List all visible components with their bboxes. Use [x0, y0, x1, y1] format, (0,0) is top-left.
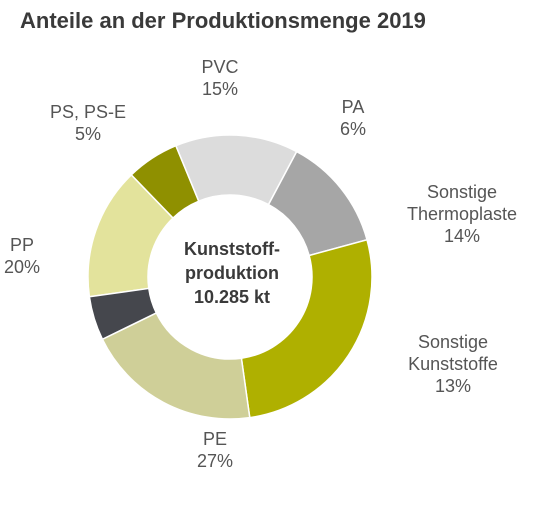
center-label-line: 10.285 kt: [194, 287, 270, 307]
slice-value-pe: 27%: [197, 451, 233, 471]
slice-label-pa: PA: [342, 97, 365, 117]
center-label: Kunststoff-produktion 10.285 kt: [184, 239, 280, 307]
slice-ps-ps-e: [88, 287, 158, 341]
center-label-line: Kunststoff-: [184, 239, 280, 259]
chart-title: Anteile an der Produktionsmenge 2019: [20, 8, 426, 33]
slice-label-ps-ps-e: PS, PS-E: [50, 102, 126, 122]
slice-value-ps-ps-e: 5%: [75, 124, 101, 144]
slice-label-sonstige-thermoplaste: Thermoplaste: [407, 204, 517, 224]
slice-label-sonstige-kunststoffe: Sonstige: [418, 332, 488, 352]
slice-label-pp: PP: [10, 235, 34, 255]
slice-pe: [240, 238, 373, 419]
slice-value-pvc: 15%: [202, 79, 238, 99]
slice-value-pp: 20%: [4, 257, 40, 277]
slice-value-sonstige-thermoplaste: 14%: [444, 226, 480, 246]
slice-value-pa: 6%: [340, 119, 366, 139]
slice-label-group-ps-ps-e: PS, PS-E5%: [50, 102, 126, 144]
slice-label-pe: PE: [203, 429, 227, 449]
slice-label-pvc: PVC: [201, 57, 238, 77]
slice-value-sonstige-kunststoffe: 13%: [435, 376, 471, 396]
slice-label-sonstige-thermoplaste: Sonstige: [427, 182, 497, 202]
center-label-line: produktion: [185, 263, 279, 283]
slice-label-group-pa: PA6%: [340, 97, 366, 139]
slice-label-sonstige-kunststoffe: Kunststoffe: [408, 354, 498, 374]
